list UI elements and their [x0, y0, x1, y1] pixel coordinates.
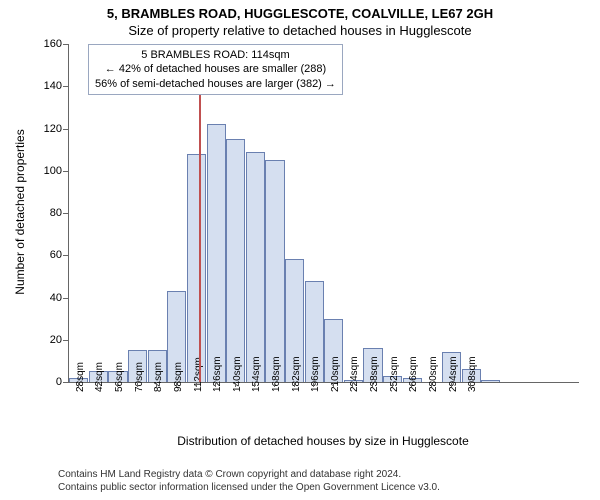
x-tick-mark	[78, 382, 79, 387]
x-tick-mark	[352, 382, 353, 387]
x-tick-mark	[215, 382, 216, 387]
x-tick-mark	[156, 382, 157, 387]
y-tick-label: 160	[34, 38, 62, 50]
footer-attribution: Contains HM Land Registry data © Crown c…	[58, 468, 440, 494]
y-tick-mark	[63, 382, 68, 383]
y-tick-mark	[63, 340, 68, 341]
x-tick-mark	[274, 382, 275, 387]
annotation-line1: 5 BRAMBLES ROAD: 114sqm	[95, 48, 336, 62]
x-tick-mark	[196, 382, 197, 387]
y-tick-label: 0	[34, 376, 62, 388]
y-axis-label: Number of detached properties	[13, 112, 27, 312]
y-tick-label: 20	[34, 334, 62, 346]
histogram-bar	[265, 160, 284, 382]
y-tick-mark	[63, 298, 68, 299]
annotation-line2: ← 42% of detached houses are smaller (28…	[95, 62, 336, 76]
footer-line1: Contains HM Land Registry data © Crown c…	[58, 468, 440, 481]
x-tick-mark	[117, 382, 118, 387]
x-tick-mark	[333, 382, 334, 387]
annotation-line3: 56% of semi-detached houses are larger (…	[95, 77, 336, 91]
x-tick-mark	[313, 382, 314, 387]
x-tick-mark	[411, 382, 412, 387]
histogram-bar	[246, 152, 265, 382]
x-tick-mark	[137, 382, 138, 387]
annotation-box: 5 BRAMBLES ROAD: 114sqm ← 42% of detache…	[88, 44, 343, 95]
y-tick-mark	[63, 255, 68, 256]
y-tick-mark	[63, 129, 68, 130]
y-tick-mark	[63, 213, 68, 214]
histogram-bar	[481, 380, 500, 382]
x-tick-mark	[372, 382, 373, 387]
x-tick-mark	[254, 382, 255, 387]
y-tick-label: 80	[34, 207, 62, 219]
x-tick-mark	[431, 382, 432, 387]
x-tick-mark	[235, 382, 236, 387]
y-tick-mark	[63, 171, 68, 172]
y-tick-label: 100	[34, 165, 62, 177]
page-title-address: 5, BRAMBLES ROAD, HUGGLESCOTE, COALVILLE…	[0, 0, 600, 21]
x-tick-mark	[97, 382, 98, 387]
x-axis-label: Distribution of detached houses by size …	[68, 434, 578, 448]
histogram-bar	[187, 154, 206, 382]
histogram-bar	[226, 139, 245, 382]
histogram-bar	[207, 124, 226, 382]
x-tick-mark	[392, 382, 393, 387]
y-tick-label: 40	[34, 292, 62, 304]
y-tick-label: 60	[34, 249, 62, 261]
x-tick-mark	[294, 382, 295, 387]
x-tick-mark	[176, 382, 177, 387]
y-tick-label: 120	[34, 123, 62, 135]
x-tick-mark	[470, 382, 471, 387]
x-tick-mark	[451, 382, 452, 387]
y-tick-mark	[63, 86, 68, 87]
y-tick-label: 140	[34, 80, 62, 92]
page-title-subtitle: Size of property relative to detached ho…	[0, 21, 600, 38]
y-tick-mark	[63, 44, 68, 45]
footer-line2: Contains public sector information licen…	[58, 481, 440, 494]
